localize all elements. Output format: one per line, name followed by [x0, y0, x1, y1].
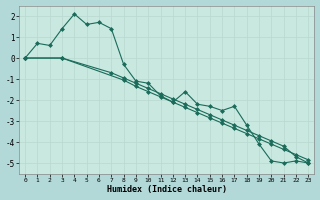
X-axis label: Humidex (Indice chaleur): Humidex (Indice chaleur) — [107, 185, 227, 194]
